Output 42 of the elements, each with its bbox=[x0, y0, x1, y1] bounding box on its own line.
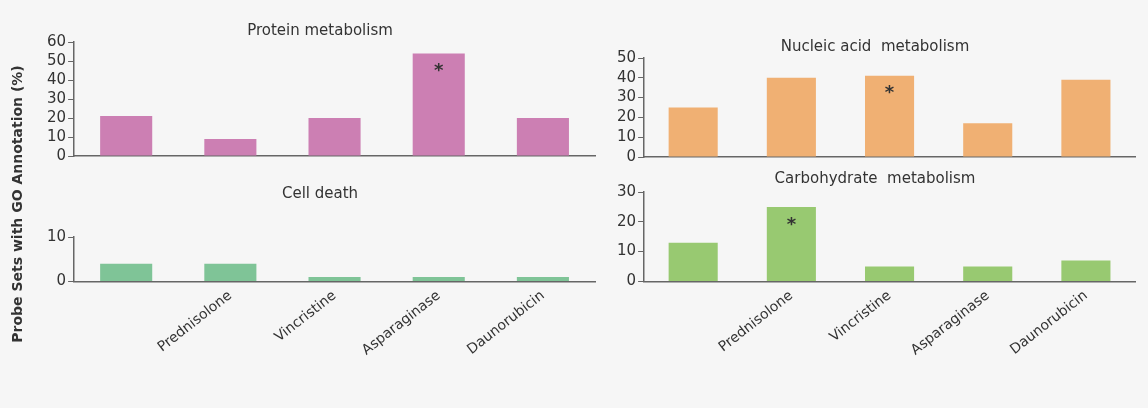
y-tick-label: 20 bbox=[616, 107, 637, 126]
bar bbox=[412, 53, 465, 156]
y-axis-title: Probe Sets with GO Annotation (%) bbox=[9, 65, 26, 343]
annotation: * bbox=[884, 81, 895, 103]
y-tick-label: 0 bbox=[626, 271, 637, 290]
bar bbox=[865, 266, 915, 281]
y-tick-label: 40 bbox=[616, 67, 637, 86]
bar bbox=[766, 206, 816, 281]
y-tick-label: 50 bbox=[616, 47, 637, 66]
bar bbox=[1061, 260, 1111, 281]
bar bbox=[766, 77, 816, 157]
y-tick-label: 30 bbox=[46, 88, 67, 107]
annotation: * bbox=[786, 212, 797, 234]
y-tick-label: 50 bbox=[46, 50, 67, 69]
y-tick-label: 0 bbox=[56, 271, 67, 290]
bar bbox=[308, 118, 361, 156]
annotation: * bbox=[434, 59, 445, 81]
y-tick-label: 20 bbox=[616, 211, 637, 230]
bar bbox=[516, 118, 569, 156]
chart-title: Cell death bbox=[281, 183, 359, 202]
y-tick-label: 10 bbox=[46, 126, 67, 145]
chart-title: Protein metabolism bbox=[247, 20, 393, 39]
y-tick-label: 20 bbox=[46, 107, 67, 126]
bar bbox=[100, 116, 153, 156]
chart-title: Nucleic acid metabolism bbox=[780, 36, 970, 55]
bar bbox=[668, 107, 718, 157]
bar bbox=[668, 242, 718, 281]
y-tick-label: 30 bbox=[616, 87, 637, 106]
y-tick-label: 0 bbox=[56, 145, 67, 164]
y-tick-label: 10 bbox=[616, 241, 637, 260]
bar bbox=[204, 138, 257, 156]
y-tick-label: 30 bbox=[616, 181, 637, 200]
y-tick-label: 10 bbox=[46, 226, 67, 245]
bar bbox=[963, 266, 1013, 281]
y-tick-label: 10 bbox=[616, 127, 637, 146]
y-tick-label: 60 bbox=[46, 31, 67, 50]
y-tick-label: 0 bbox=[626, 146, 637, 165]
y-tick-label: 40 bbox=[46, 69, 67, 88]
bar bbox=[963, 123, 1013, 157]
bar bbox=[1061, 79, 1111, 157]
bar bbox=[865, 75, 915, 157]
chart-title: Carbohydrate metabolism bbox=[774, 168, 976, 187]
